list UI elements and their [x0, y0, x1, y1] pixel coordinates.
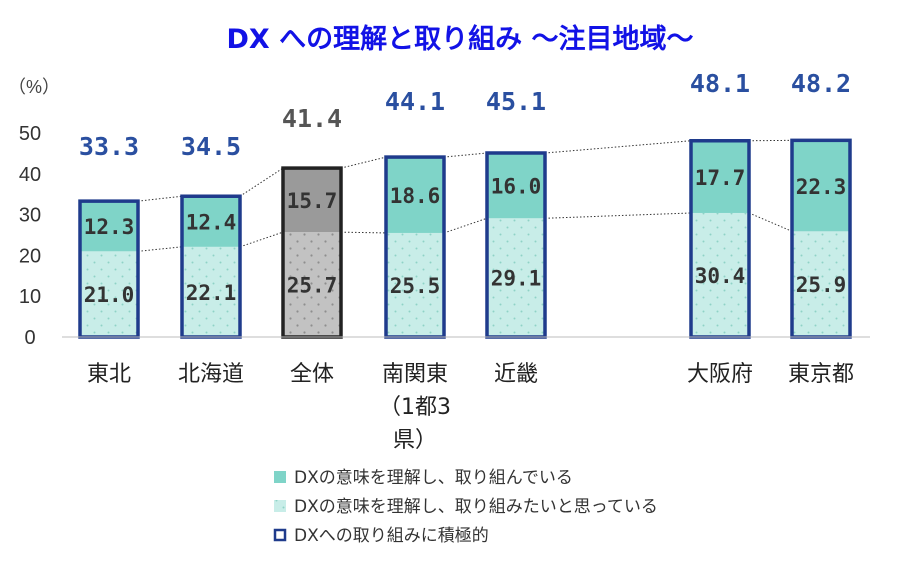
- total-label: 33.3: [79, 132, 139, 161]
- bar-segment-want: [283, 232, 341, 337]
- legend: DXの意味を理解し、取り組んでいる DXの意味を理解し、取り組みたいと思っている D…: [273, 468, 658, 546]
- chart-title: DX への理解と取り組み ～注目地域～: [226, 23, 693, 55]
- connector-lines: [137, 139, 793, 252]
- legend-swatch: [274, 500, 286, 512]
- bar-segment-want: [386, 232, 444, 337]
- bar-segment-doing: [283, 168, 341, 233]
- data-label-want: 25.9: [796, 273, 847, 297]
- bar-segment-want: [792, 231, 850, 337]
- legend-swatch: [274, 471, 286, 483]
- bar-segment-doing: [792, 140, 850, 232]
- total-label: 45.1: [486, 87, 546, 116]
- connector-line-total: [239, 167, 284, 197]
- data-label-doing: 16.0: [491, 175, 542, 199]
- connector-line-total: [544, 140, 692, 154]
- bar-segment-doing: [487, 152, 545, 219]
- connector-line-lower: [137, 246, 183, 252]
- bar-segment-want: [487, 218, 545, 337]
- data-label-want: 25.7: [287, 274, 338, 298]
- data-label-want: 21.0: [84, 283, 135, 307]
- x-axis: 東北 北海道 全体 南関東 （1都3 県） 近畿 大阪府 東京都: [62, 336, 870, 453]
- legend-label: DXの意味を理解し、取り組みたいと思っている: [294, 497, 658, 517]
- category-label: （1都3: [379, 395, 451, 420]
- total-label: 48.1: [690, 69, 750, 98]
- bar-segment-want: [182, 246, 240, 337]
- y-tick-label: 40: [19, 164, 41, 186]
- legend-swatch-outline: [273, 528, 287, 542]
- y-tick-label: 0: [24, 327, 35, 349]
- data-label-doing: 15.7: [287, 189, 338, 213]
- y-axis: 0 10 20 30 40 50: [19, 123, 41, 349]
- connector-line-lower: [443, 217, 488, 234]
- category-label: 東京都: [788, 362, 854, 387]
- connector-line-lower: [239, 231, 284, 248]
- data-label-doing: 22.3: [796, 175, 847, 199]
- data-label-want: 29.1: [491, 267, 542, 291]
- data-label-doing: 17.7: [695, 166, 746, 190]
- total-label: 48.2: [791, 69, 851, 98]
- connector-line-total: [137, 195, 183, 202]
- bar-segment-doing: [80, 201, 138, 252]
- bar-segment-doing: [182, 196, 240, 247]
- connector-line-total: [443, 152, 488, 158]
- total-label: 41.4: [282, 104, 342, 133]
- category-label: 県）: [393, 428, 437, 453]
- category-label: 全体: [290, 362, 334, 387]
- connector-line-total: [340, 156, 387, 169]
- y-tick-label: 30: [19, 205, 41, 227]
- data-label-want: 30.4: [695, 264, 746, 288]
- bar-segment-doing: [386, 157, 444, 233]
- category-label: 北海道: [178, 362, 244, 387]
- category-label: 大阪府: [687, 362, 753, 387]
- data-label-doing: 12.4: [186, 211, 237, 235]
- connector-line-lower: [544, 212, 692, 219]
- y-tick-label: 20: [19, 245, 41, 267]
- bar-segment-doing: [691, 140, 749, 213]
- total-label: 44.1: [385, 87, 445, 116]
- total-label: 34.5: [181, 132, 241, 161]
- data-label-doing: 18.6: [390, 184, 441, 208]
- connector-line-lower: [748, 212, 793, 232]
- connector-line-lower: [340, 231, 387, 234]
- category-label: 東北: [87, 362, 131, 387]
- data-label-want: 22.1: [186, 281, 237, 305]
- legend-label: DXの意味を理解し、取り組んでいる: [294, 468, 573, 488]
- bar-segment-want: [691, 212, 749, 337]
- y-tick-label: 50: [19, 123, 41, 145]
- category-label: 南関東: [382, 362, 448, 387]
- y-tick-label: 10: [19, 286, 41, 308]
- y-unit-label: （%）: [8, 77, 60, 97]
- category-label: 近畿: [494, 362, 538, 387]
- data-label-doing: 12.3: [84, 215, 135, 239]
- bars: 21.0 12.3 33.3 22.1 12.4 34.5 25.7 15.7 41.4 25.5…: [78, 69, 852, 339]
- legend-label: DXへの取り組みに積極的: [294, 526, 489, 546]
- bar-segment-want: [80, 251, 138, 337]
- data-label-want: 25.5: [390, 274, 441, 298]
